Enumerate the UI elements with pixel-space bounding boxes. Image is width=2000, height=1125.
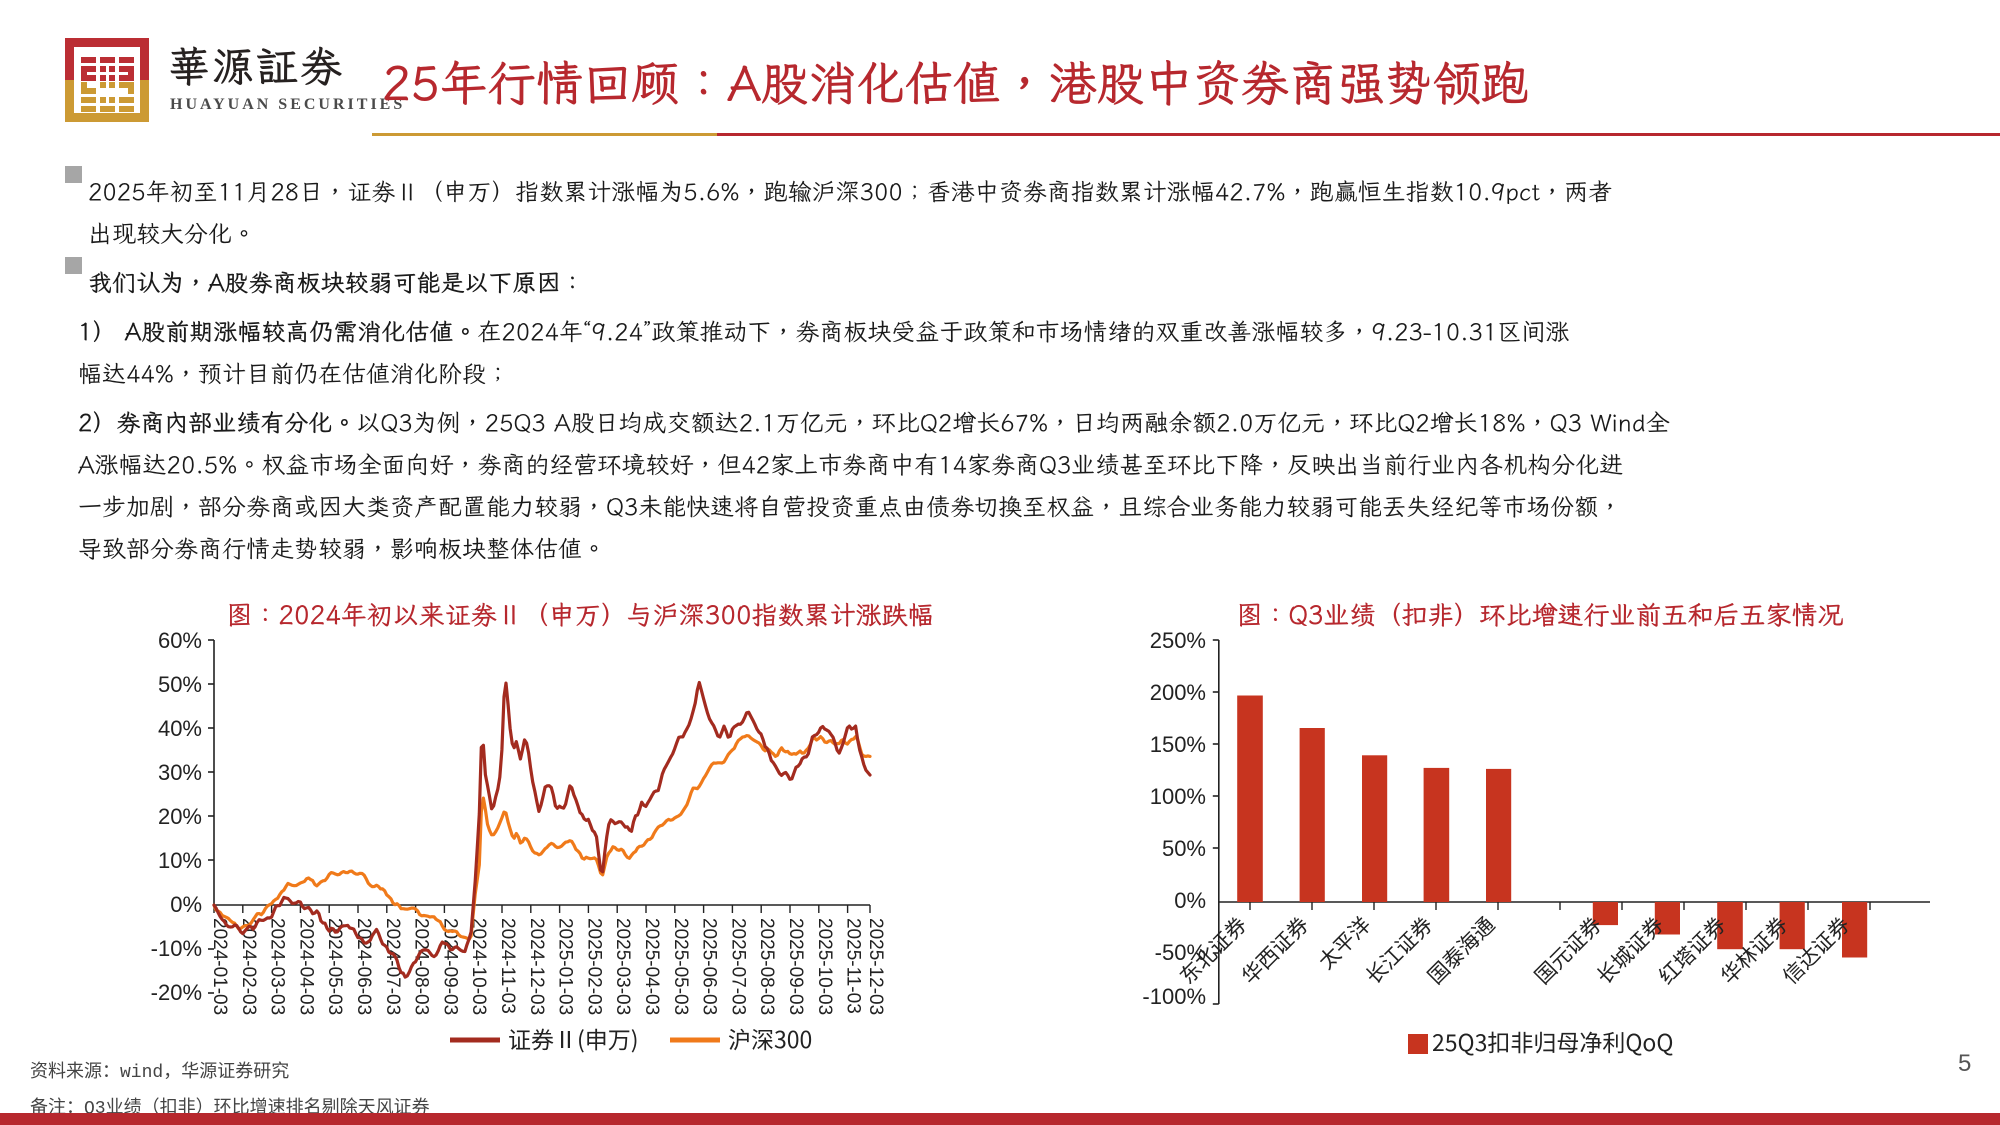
svg-text:国元证券: 国元证券 [1527, 910, 1608, 991]
svg-text:100%: 100% [1150, 784, 1206, 809]
svg-text:60%: 60% [158, 628, 202, 653]
svg-text:-20%: -20% [151, 980, 202, 1005]
svg-text:40%: 40% [158, 716, 202, 741]
svg-text:0%: 0% [1174, 888, 1206, 913]
svg-text:华西证券: 华西证券 [1234, 910, 1315, 991]
svg-text:证券Ⅱ(申万): 证券Ⅱ(申万) [508, 1021, 639, 1055]
svg-text:2025-09-03: 2025-09-03 [785, 918, 806, 1015]
svg-text:50%: 50% [1162, 836, 1206, 861]
svg-text:国泰海通: 国泰海通 [1420, 910, 1501, 991]
svg-text:-100%: -100% [1142, 984, 1206, 1009]
svg-text:20%: 20% [158, 804, 202, 829]
svg-text:2025-04-03: 2025-04-03 [641, 918, 662, 1015]
svg-text:25Q3扣非归母净利QoQ: 25Q3扣非归母净利QoQ [1432, 1024, 1673, 1058]
svg-text:2024-04-03: 2024-04-03 [295, 918, 316, 1015]
svg-text:2025-12-03: 2025-12-03 [865, 918, 886, 1015]
svg-text:2025-02-03: 2025-02-03 [583, 918, 604, 1015]
svg-text:2025-10-03: 2025-10-03 [814, 918, 835, 1015]
svg-text:30%: 30% [158, 760, 202, 785]
svg-text:2025-01-03: 2025-01-03 [555, 918, 576, 1015]
svg-text:2025-11-03: 2025-11-03 [843, 918, 864, 1014]
svg-text:沪深300: 沪深300 [728, 1021, 812, 1055]
svg-text:2025-03-03: 2025-03-03 [612, 918, 633, 1015]
svg-text:2025-08-03: 2025-08-03 [756, 918, 777, 1015]
svg-text:0%: 0% [170, 892, 202, 917]
svg-text:2024-11-03: 2024-11-03 [497, 918, 518, 1014]
svg-text:2024-12-03: 2024-12-03 [526, 918, 547, 1015]
svg-text:-10%: -10% [151, 936, 202, 961]
svg-text:2025-07-03: 2025-07-03 [727, 918, 748, 1015]
svg-text:150%: 150% [1150, 732, 1206, 757]
svg-text:2024-08-03: 2024-08-03 [411, 918, 432, 1015]
svg-text:2024-01-03: 2024-01-03 [209, 918, 230, 1015]
svg-text:2024-03-03: 2024-03-03 [267, 918, 288, 1015]
svg-text:50%: 50% [158, 672, 202, 697]
svg-text:长江证券: 长江证券 [1358, 910, 1439, 991]
svg-text:10%: 10% [158, 848, 202, 873]
svg-text:2025-06-03: 2025-06-03 [699, 918, 720, 1015]
svg-text:200%: 200% [1150, 680, 1206, 705]
svg-text:250%: 250% [1150, 628, 1206, 653]
svg-text:2025-05-03: 2025-05-03 [670, 918, 691, 1015]
